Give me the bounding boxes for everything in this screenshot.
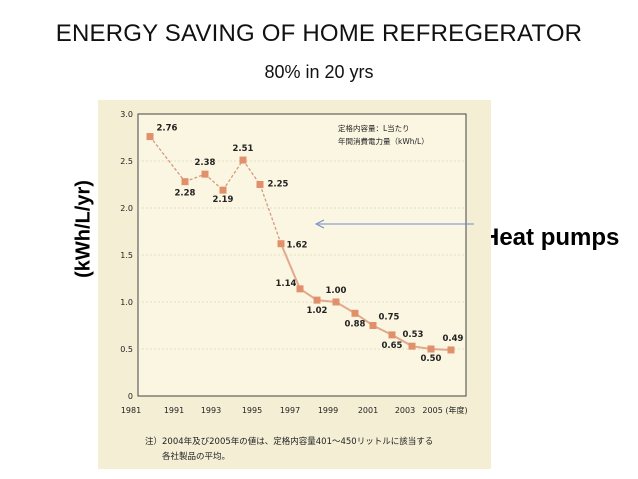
data-point-marker [277, 240, 285, 248]
data-point-marker [146, 133, 154, 141]
data-label: 1.62 [287, 241, 308, 251]
data-label: 2.19 [213, 195, 234, 205]
data-point-marker [181, 178, 189, 186]
data-point-marker [332, 298, 340, 306]
y-tick-label: 2.5 [120, 157, 133, 166]
data-point-marker [388, 331, 396, 339]
y-tick-label: 1.0 [120, 298, 133, 307]
data-label: 2.25 [268, 180, 289, 190]
data-label: 2.28 [175, 189, 196, 199]
y-tick-label: 2.0 [120, 204, 133, 213]
data-point-marker [296, 285, 304, 293]
legend-line-2: 年間消費電力量（kWh/L） [338, 136, 429, 146]
data-label: 0.88 [345, 319, 366, 329]
data-point-marker [427, 345, 435, 353]
x-tick-label: 2003 [395, 406, 415, 415]
footnote-line-2: 各社製品の平均。 [162, 451, 230, 462]
slide-title: ENERGY SAVING OF HOME REFREGERATOR [55, 20, 583, 47]
data-point-marker [351, 309, 359, 317]
x-tick-label: 2005 (年度) [422, 405, 467, 415]
x-tick-label: 1995 [242, 406, 262, 415]
series-line-segment [280, 243, 301, 290]
data-label: 1.00 [326, 286, 347, 296]
data-point-marker [447, 346, 455, 354]
x-tick-label: 1991 [164, 406, 184, 415]
data-point-marker [201, 170, 209, 178]
data-point-marker [369, 322, 377, 329]
annotation-arrow-head [314, 219, 325, 229]
data-point-marker [256, 181, 264, 188]
x-tick-label: 1999 [318, 406, 338, 415]
legend-line-1: 定格内容量：L当たり [338, 123, 410, 133]
data-label: 2.76 [157, 124, 178, 134]
data-label: 0.65 [382, 341, 403, 351]
data-point-marker [219, 186, 227, 194]
heat-pumps-annotation: Heat pumps [482, 224, 620, 251]
data-label: 0.49 [443, 334, 464, 344]
data-point-marker [239, 156, 247, 164]
slide-subtitle: 80% in 20 yrs [264, 62, 374, 82]
data-label: 2.38 [195, 158, 216, 168]
data-point-marker [408, 342, 416, 350]
footnote-line-1: 注）2004年及び2005年の値は、定格内容量401～450リットルに該当する [145, 436, 433, 447]
y-tick-label: 3.0 [120, 110, 133, 119]
data-point-marker [313, 296, 321, 304]
y-tick-label: 0 [128, 392, 133, 401]
y-tick-label: 1.5 [120, 251, 133, 260]
x-tick-label: 2001 [358, 406, 378, 415]
data-label: 1.02 [307, 306, 328, 316]
data-label: 2.51 [233, 144, 254, 154]
x-tick-label: 1993 [201, 406, 221, 415]
data-label: 0.75 [379, 313, 400, 323]
data-label: 1.14 [276, 279, 297, 289]
series-line-segment [222, 159, 244, 191]
series-line-segment [149, 136, 186, 183]
x-tick-label: 1997 [280, 406, 300, 415]
data-label: 0.53 [403, 330, 424, 340]
y-tick-label: 0.5 [120, 345, 133, 354]
x-tick-label: 1981 [121, 406, 141, 415]
data-label: 0.50 [421, 354, 442, 364]
series-line-segment [259, 184, 282, 244]
